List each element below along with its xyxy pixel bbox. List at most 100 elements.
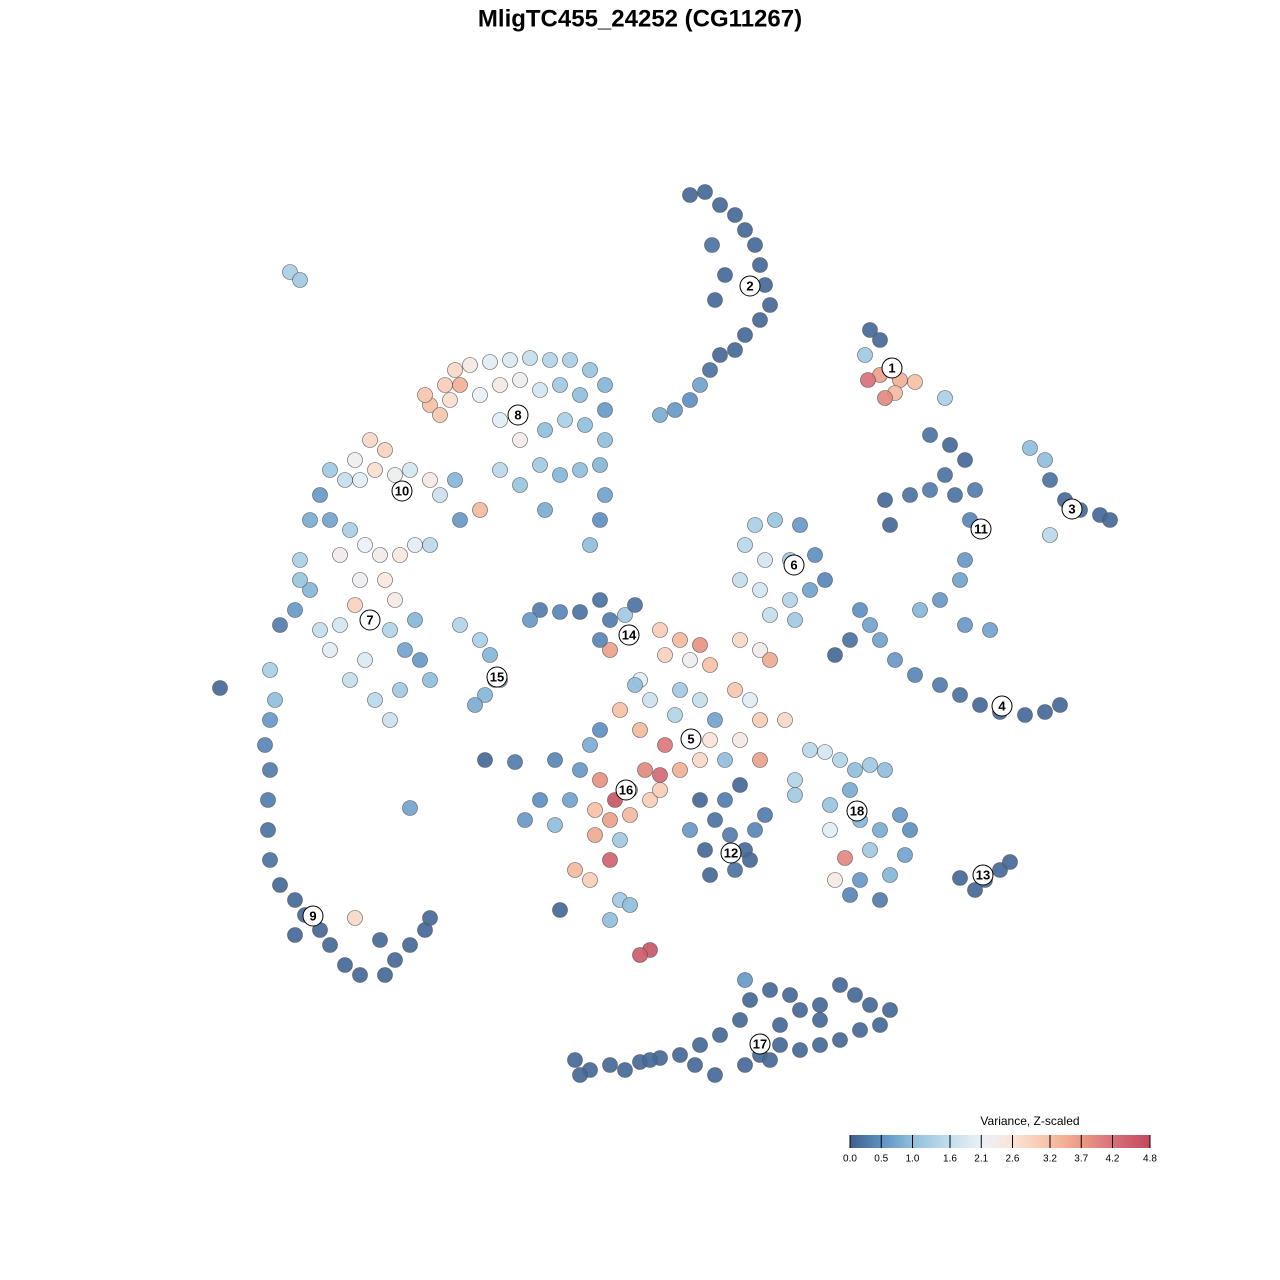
point	[597, 402, 613, 418]
cluster-label: 3	[1068, 501, 1075, 516]
point	[727, 682, 743, 698]
point	[602, 612, 618, 628]
point	[737, 537, 753, 553]
point	[387, 952, 403, 968]
point	[702, 867, 718, 883]
point	[952, 687, 968, 703]
point	[862, 322, 878, 338]
point	[682, 652, 698, 668]
point	[737, 327, 753, 343]
cluster-label: 15	[490, 669, 504, 684]
point	[267, 692, 283, 708]
point	[637, 762, 653, 778]
point	[492, 377, 508, 393]
point	[952, 870, 968, 886]
cluster-label: 18	[850, 803, 864, 818]
point	[862, 997, 878, 1013]
cluster-label-bg	[302, 905, 324, 927]
point	[752, 312, 768, 328]
point	[627, 677, 643, 693]
point	[532, 382, 548, 398]
point	[547, 752, 563, 768]
point	[742, 992, 758, 1008]
point	[567, 862, 583, 878]
point	[382, 622, 398, 638]
point	[362, 432, 378, 448]
point	[652, 622, 668, 638]
point	[832, 752, 848, 768]
point	[402, 462, 418, 478]
point	[577, 417, 593, 433]
point	[452, 377, 468, 393]
point	[302, 512, 318, 528]
point	[882, 867, 898, 883]
point	[982, 622, 998, 638]
point	[972, 697, 988, 713]
point	[347, 597, 363, 613]
point	[687, 1057, 703, 1073]
point	[872, 892, 888, 908]
point	[597, 432, 613, 448]
point	[762, 297, 778, 313]
point	[942, 437, 958, 453]
point	[597, 487, 613, 503]
cluster-label: 1	[888, 360, 895, 375]
chart-title: MligTC455_24252 (CG11267)	[478, 5, 802, 32]
point	[737, 972, 753, 988]
point	[552, 604, 568, 620]
point	[682, 822, 698, 838]
point	[892, 807, 908, 823]
point	[747, 237, 763, 253]
cluster-label-bg	[680, 728, 702, 750]
point	[622, 807, 638, 823]
point	[872, 1017, 888, 1033]
point	[472, 387, 488, 403]
point	[652, 782, 668, 798]
point	[572, 762, 588, 778]
point	[377, 442, 393, 458]
point	[762, 607, 778, 623]
point	[332, 617, 348, 633]
point	[402, 800, 418, 816]
point	[752, 642, 768, 658]
point	[302, 582, 318, 598]
point	[627, 597, 643, 613]
point	[462, 357, 478, 373]
cluster-label: 17	[753, 1036, 767, 1051]
point	[832, 1032, 848, 1048]
cluster-label-bg	[749, 1033, 771, 1055]
point	[347, 452, 363, 468]
cluster-label: 14	[622, 627, 637, 642]
point	[932, 677, 948, 693]
point	[842, 632, 858, 648]
point	[407, 537, 423, 553]
point	[872, 332, 888, 348]
cluster-label-bg	[486, 666, 508, 688]
colorbar-title: Variance, Z-scaled	[980, 1114, 1079, 1128]
point	[727, 207, 743, 223]
point	[712, 347, 728, 363]
point	[322, 512, 338, 528]
cluster-label-bg	[970, 518, 992, 540]
colorbar: Variance, Z-scaled 0.0 0.5 1.0 1.6 2.1 2.6 3.2…	[843, 1114, 1157, 1164]
point	[352, 572, 368, 588]
point	[532, 457, 548, 473]
point	[752, 257, 768, 273]
point	[467, 697, 483, 713]
point	[387, 592, 403, 608]
point	[692, 637, 708, 653]
cluster-label-bg	[846, 800, 868, 822]
point	[792, 1002, 808, 1018]
point	[552, 467, 568, 483]
point	[692, 377, 708, 393]
point	[702, 732, 718, 748]
point	[592, 512, 608, 528]
point	[802, 742, 818, 758]
point	[852, 602, 868, 618]
point	[437, 377, 453, 393]
point	[322, 462, 338, 478]
point	[412, 652, 428, 668]
point	[587, 802, 603, 818]
point	[422, 910, 438, 926]
point	[877, 492, 893, 508]
